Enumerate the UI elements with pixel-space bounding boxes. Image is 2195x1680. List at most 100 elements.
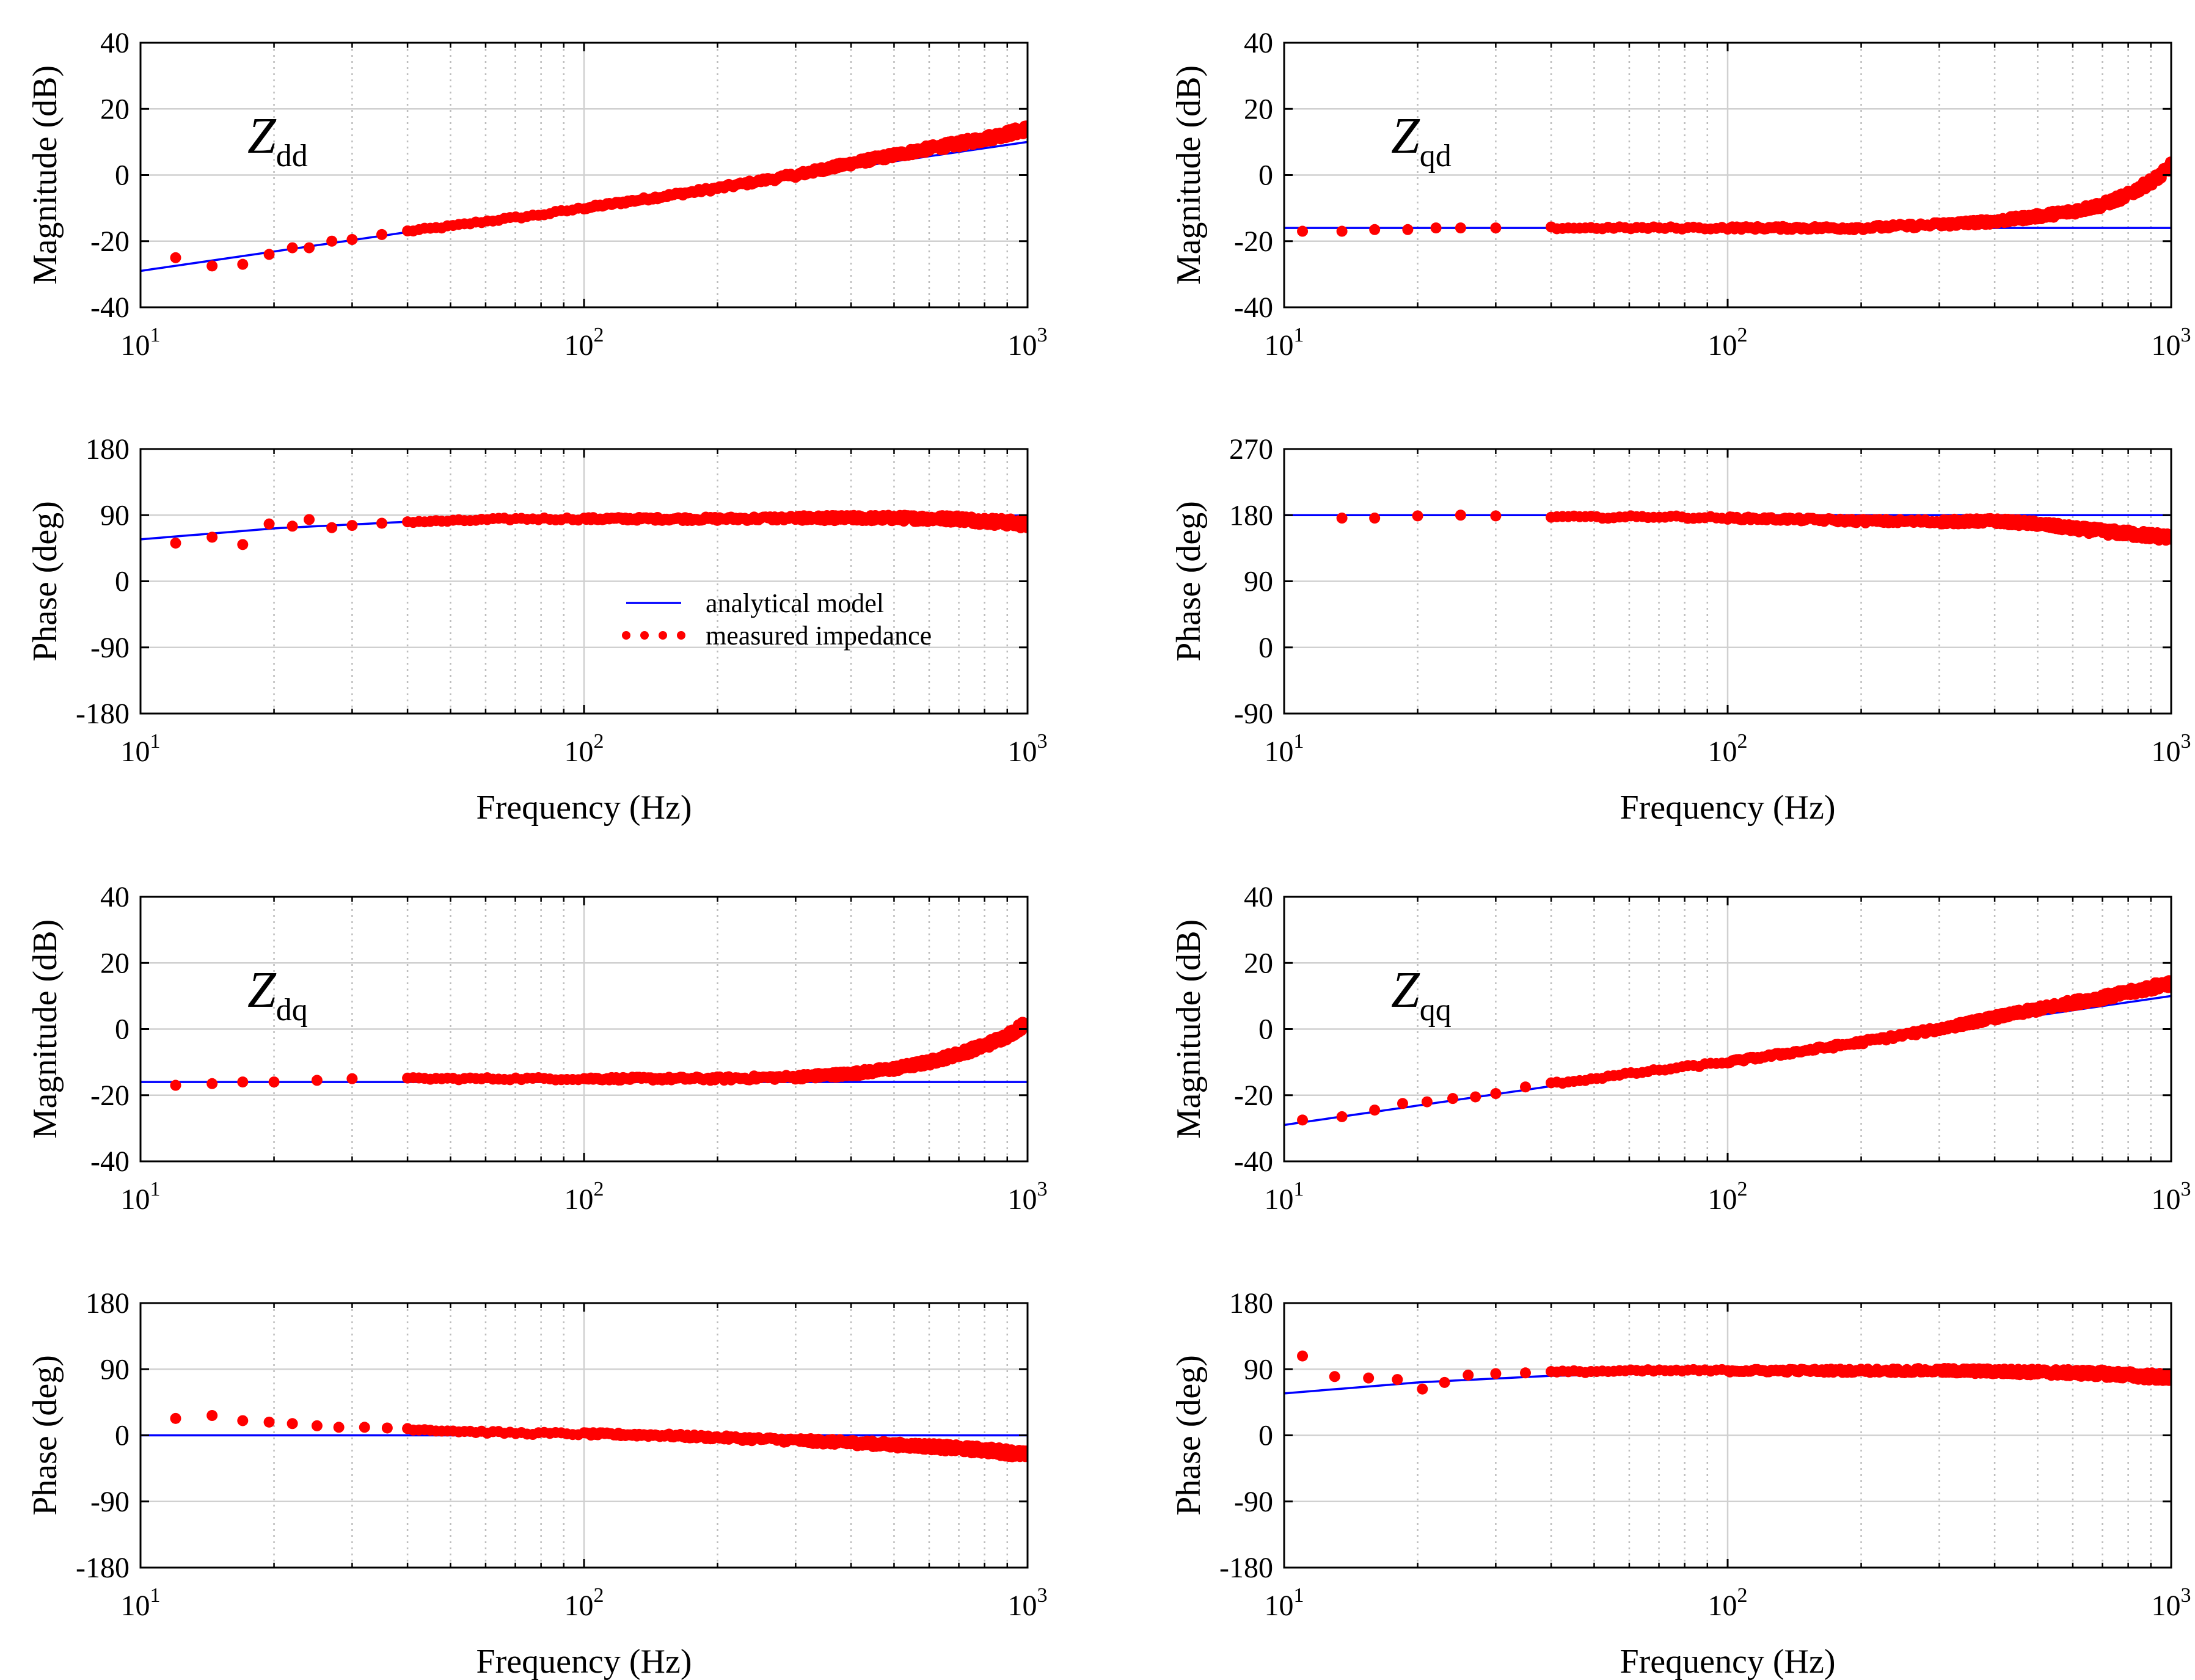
y-tick-label: -90 [90,632,130,664]
measured-point [206,1078,218,1089]
measured-point [2164,979,2171,991]
y-tick-label: -40 [1234,291,1273,324]
measured-point [287,520,298,532]
plot-area [141,1017,1028,1091]
measured-point [1412,510,1423,522]
y-tick-label: -40 [90,291,130,324]
y-tick-label: -90 [1234,1486,1273,1518]
legend-measured-swatch [640,631,649,640]
x-tick-exponent: 3 [2181,1584,2191,1607]
y-tick-label: 180 [86,433,130,466]
y-tick-label: 40 [100,881,130,913]
measured-point [170,537,181,549]
x-tick-label: 101 [121,1584,161,1622]
y-tick-label: 0 [115,566,130,598]
y-tick-label: 270 [1229,433,1273,466]
y-tick-label: 20 [1244,93,1273,125]
plot-area [141,509,1028,550]
x-tick-label: 103 [1008,324,1048,362]
measured-point [206,1410,218,1422]
y-tick-label: 0 [1258,1420,1273,1452]
y-tick-label: -20 [1234,225,1273,258]
measured-point [2164,156,2171,168]
x-tick-label: 102 [564,730,604,768]
measured-point [381,1422,393,1434]
measured-point [263,1416,275,1428]
measured-point [376,517,387,529]
measured-point [206,531,218,543]
chart-zdd-mag: -40 -20 0 20 40 101 102 103 Magnitude (dB) Zdd [26,27,1048,362]
x-tick-label: 101 [121,324,161,362]
measured-point [287,1418,298,1430]
y-tick-label: 0 [115,1420,130,1452]
measured-point [263,249,275,260]
plot-area [1284,156,2171,237]
x-tick-exponent: 1 [1294,324,1304,346]
measured-point [1021,1447,1028,1458]
measured-point [237,258,249,270]
measured-point [1369,224,1381,235]
measured-point [311,1075,323,1086]
measured-point [333,1422,345,1433]
measured-point [1519,1367,1531,1379]
y-tick-label: 20 [100,93,130,125]
measured-point [1421,1096,1433,1108]
measured-point [1430,222,1442,234]
measured-point [1363,1372,1375,1384]
y-axis-label: Magnitude (dB) [1170,65,1208,285]
legend-model-label: analytical model [706,588,884,618]
x-tick-exponent: 2 [594,1584,604,1607]
measured-point [170,1412,181,1424]
x-tick-label: 102 [1708,1584,1748,1622]
x-tick-exponent: 1 [1294,1178,1304,1200]
measured-point [1490,1088,1502,1100]
y-axis-label: Magnitude (dB) [26,919,64,1139]
x-axis-label: Frequency (Hz) [477,1643,692,1680]
y-tick-label: 180 [1229,1287,1273,1320]
measured-point [346,1073,358,1084]
legend-measured-swatch [677,631,685,640]
measured-point [1439,1376,1450,1388]
x-tick-exponent: 1 [150,324,161,346]
x-tick-label: 101 [1265,730,1304,768]
y-tick-label: 90 [1244,1353,1273,1386]
y-tick-label: 40 [1244,881,1273,913]
y-axis-label: Phase (deg) [26,1355,64,1516]
y-tick-label: 180 [1229,499,1273,531]
plot-area [1284,509,2171,546]
y-tick-label: 0 [115,1013,130,1046]
panel-label: Zqq [1391,962,1452,1028]
x-tick-exponent: 2 [1737,1178,1748,1200]
x-tick-exponent: 1 [1294,1584,1304,1607]
measured-point [1397,1098,1408,1109]
x-axis-label: Frequency (Hz) [1620,1643,1836,1680]
measured-point [1297,225,1309,237]
measured-point [1297,1114,1309,1126]
measured-point [1336,1111,1348,1122]
measured-point [346,234,358,246]
measured-point [1336,513,1348,524]
y-tick-label: -20 [90,1079,130,1112]
y-tick-label: -40 [1234,1145,1273,1178]
chart-zqd-mag: -40 -20 0 20 40 101 102 103 Magnitude (dB) Zqd [1170,27,2191,362]
measured-point [237,539,249,550]
y-tick-label: 90 [100,1353,130,1386]
measured-point [376,228,387,240]
y-tick-label: 20 [100,947,130,979]
x-tick-label: 101 [121,730,161,768]
measured-point [1021,522,1028,533]
measured-point [1392,1374,1403,1386]
x-tick-exponent: 2 [1737,1584,1748,1607]
chart-zqq-phase: -180 -90 0 90 180 101 102 103 Phase (deg) Frequen… [1170,1287,2191,1680]
x-tick-label: 103 [2152,324,2191,362]
legend-measured-swatch [622,631,630,640]
x-tick-label: 103 [1008,1584,1048,1622]
y-tick-label: 40 [100,27,130,59]
x-tick-label: 101 [1265,324,1304,362]
measured-point [170,1079,181,1091]
measured-point [287,242,298,254]
x-tick-exponent: 2 [594,324,604,346]
x-tick-exponent: 2 [594,1178,604,1200]
y-tick-label: -90 [1234,698,1273,730]
